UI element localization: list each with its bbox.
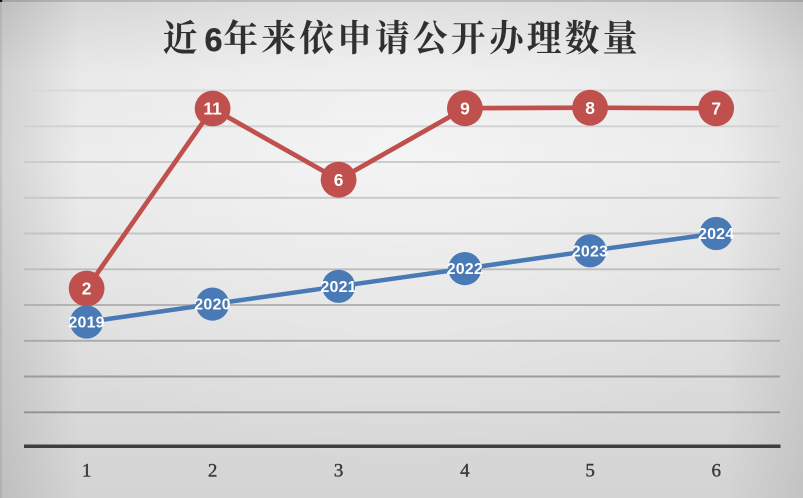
svg-text:9: 9: [460, 98, 470, 118]
svg-text:2: 2: [208, 461, 218, 482]
svg-text:2019: 2019: [68, 315, 104, 332]
svg-text:2: 2: [82, 279, 92, 299]
svg-text:2023: 2023: [572, 243, 608, 260]
svg-text:1: 1: [82, 461, 92, 482]
svg-text:7: 7: [711, 98, 721, 118]
svg-text:6: 6: [711, 461, 721, 482]
svg-text:6: 6: [334, 170, 344, 190]
svg-text:4: 4: [460, 461, 470, 482]
svg-text:2020: 2020: [194, 297, 230, 314]
svg-text:2022: 2022: [447, 261, 483, 278]
svg-text:8: 8: [585, 98, 595, 118]
svg-text:11: 11: [203, 99, 222, 119]
svg-text:2021: 2021: [320, 279, 356, 296]
svg-text:2024: 2024: [698, 226, 734, 243]
svg-text:5: 5: [585, 461, 595, 482]
svg-text:3: 3: [334, 461, 344, 482]
svg-text:6: 6: [205, 22, 223, 58]
